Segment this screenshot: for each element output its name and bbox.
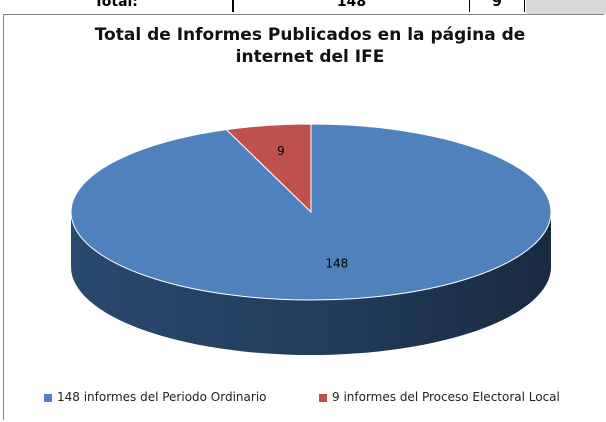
table-cell: 9	[470, 0, 525, 12]
legend-item: 148 informes del Periodo Ordinario	[44, 390, 304, 404]
legend-label: 9 informes del Proceso Electoral Local	[332, 390, 560, 404]
data-label: 9	[277, 144, 285, 158]
table-row: Total: 148 9	[0, 0, 606, 14]
chart-frame	[3, 14, 604, 420]
legend-swatch	[319, 394, 327, 402]
legend-swatch	[44, 394, 52, 402]
table-cell: 148	[233, 0, 470, 12]
legend-label: 148 informes del Periodo Ordinario	[57, 390, 267, 404]
chart-title: Total de Informes Publicados en la págin…	[94, 25, 526, 67]
pie-slice	[225, 123, 312, 214]
pie-side-shade	[71, 212, 551, 355]
table-cell: Total:	[0, 0, 233, 12]
legend-item: 9 informes del Proceso Electoral Local	[319, 390, 579, 404]
data-label: 148	[325, 256, 348, 270]
table-cell-empty	[526, 0, 606, 14]
